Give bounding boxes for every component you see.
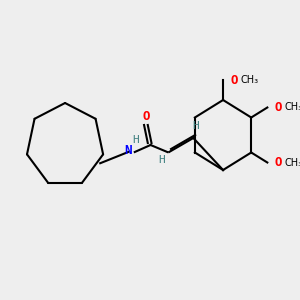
Text: CH₃: CH₃: [240, 75, 258, 85]
Text: O: O: [275, 101, 282, 114]
Text: H: H: [158, 155, 165, 165]
Text: H: H: [192, 121, 199, 131]
Text: O: O: [142, 110, 150, 124]
Text: CH₃: CH₃: [284, 158, 300, 167]
Text: H: H: [132, 135, 139, 145]
Text: N: N: [124, 143, 132, 157]
Text: O: O: [230, 74, 238, 86]
Text: O: O: [275, 156, 282, 169]
Text: CH₃: CH₃: [284, 103, 300, 112]
